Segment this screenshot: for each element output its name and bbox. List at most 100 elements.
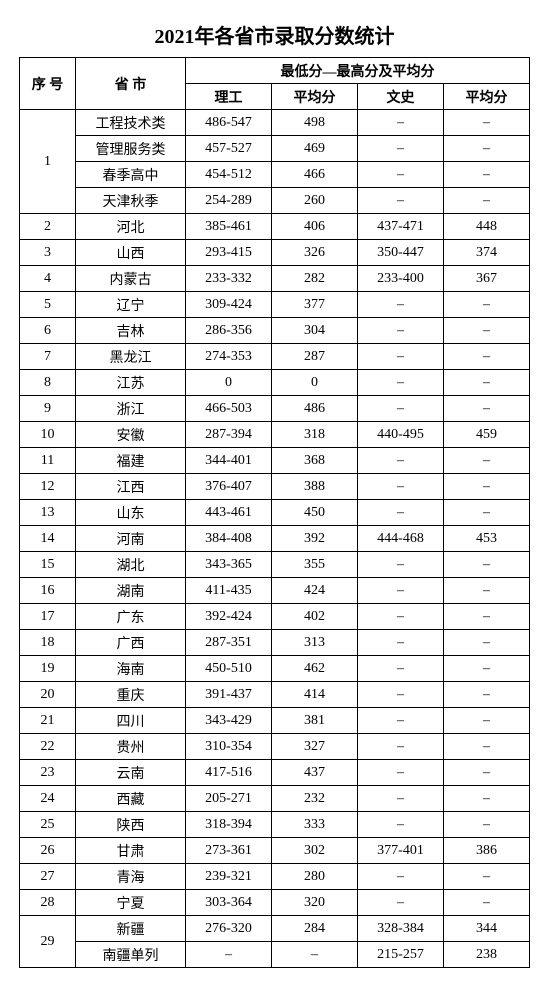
cell-province: 青海 [76,864,186,890]
cell-sci-avg: 280 [272,864,358,890]
cell-sci-avg: 304 [272,318,358,344]
cell-art-range: – [358,110,444,136]
cell-art-range: – [358,396,444,422]
cell-art-range: 440-495 [358,422,444,448]
cell-province: 山东 [76,500,186,526]
cell-province: 四川 [76,708,186,734]
cell-art-avg: – [444,890,530,916]
cell-art-range: – [358,890,444,916]
cell-sci-avg: 377 [272,292,358,318]
cell-province: 宁夏 [76,890,186,916]
cell-art-avg: – [444,604,530,630]
cell-sci-avg: 320 [272,890,358,916]
table-row: 29新疆276-320284328-384344 [20,916,530,942]
cell-art-avg: – [444,812,530,838]
cell-sci-range: 466-503 [186,396,272,422]
cell-art-range: – [358,864,444,890]
cell-province: 辽宁 [76,292,186,318]
cell-sci-range: 450-510 [186,656,272,682]
cell-sci-avg: 282 [272,266,358,292]
cell-art-avg: 453 [444,526,530,552]
cell-province: 甘肃 [76,838,186,864]
cell-sci-avg: 381 [272,708,358,734]
cell-sci-avg: 392 [272,526,358,552]
cell-province: 管理服务类 [76,136,186,162]
cell-seq: 23 [20,760,76,786]
header-province: 省 市 [76,58,186,110]
table-row: 27青海239-321280–– [20,864,530,890]
cell-seq: 15 [20,552,76,578]
cell-art-avg: – [444,474,530,500]
table-row: 13山东443-461450–– [20,500,530,526]
cell-art-range: – [358,474,444,500]
cell-art-range: 233-400 [358,266,444,292]
cell-province: 西藏 [76,786,186,812]
cell-seq: 9 [20,396,76,422]
cell-art-avg: – [444,370,530,396]
table-row: 15湖北343-365355–– [20,552,530,578]
cell-art-avg: – [444,188,530,214]
cell-sci-avg: 402 [272,604,358,630]
table-row: 26甘肃273-361302377-401386 [20,838,530,864]
cell-province: 天津秋季 [76,188,186,214]
cell-seq: 5 [20,292,76,318]
cell-seq: 11 [20,448,76,474]
table-header: 序 号 省 市 最低分—最高分及平均分 理工 平均分 文史 平均分 [20,58,530,110]
cell-seq: 4 [20,266,76,292]
table-row: 19海南450-510462–– [20,656,530,682]
cell-sci-avg: 437 [272,760,358,786]
table-row: 10安徽287-394318440-495459 [20,422,530,448]
cell-seq: 22 [20,734,76,760]
cell-province: 河北 [76,214,186,240]
cell-province: 吉林 [76,318,186,344]
cell-art-range: – [358,344,444,370]
cell-seq: 10 [20,422,76,448]
cell-art-range: – [358,760,444,786]
cell-sci-avg: 287 [272,344,358,370]
cell-seq: 18 [20,630,76,656]
cell-seq: 17 [20,604,76,630]
cell-art-range: – [358,786,444,812]
cell-province: 湖北 [76,552,186,578]
cell-province: 黑龙江 [76,344,186,370]
cell-sci-avg: 388 [272,474,358,500]
cell-art-avg: – [444,656,530,682]
table-row: 2河北385-461406437-471448 [20,214,530,240]
table-row: 3山西293-415326350-447374 [20,240,530,266]
cell-art-range: – [358,630,444,656]
table-row: 20重庆391-437414–– [20,682,530,708]
cell-sci-avg: 318 [272,422,358,448]
cell-sci-range: 276-320 [186,916,272,942]
cell-art-avg: 374 [444,240,530,266]
cell-sci-range: 343-429 [186,708,272,734]
cell-sci-avg: 260 [272,188,358,214]
cell-art-range: – [358,370,444,396]
table-row: 18广西287-351313–– [20,630,530,656]
cell-sci-range: 254-289 [186,188,272,214]
table-row: 24西藏205-271232–– [20,786,530,812]
cell-art-avg: – [444,682,530,708]
table-row: 9浙江466-503486–– [20,396,530,422]
cell-province: 工程技术类 [76,110,186,136]
header-art-avg: 平均分 [444,84,530,110]
cell-province: 云南 [76,760,186,786]
cell-sci-avg: 498 [272,110,358,136]
cell-sci-avg: 0 [272,370,358,396]
cell-seq: 20 [20,682,76,708]
cell-art-avg: – [444,734,530,760]
cell-sci-range: 309-424 [186,292,272,318]
table-row: 23云南417-516437–– [20,760,530,786]
cell-seq: 28 [20,890,76,916]
cell-sci-range: 310-354 [186,734,272,760]
cell-province: 江西 [76,474,186,500]
cell-art-avg: 386 [444,838,530,864]
cell-province: 春季高中 [76,162,186,188]
cell-sci-range: 486-547 [186,110,272,136]
cell-sci-avg: 326 [272,240,358,266]
cell-sci-range: 274-353 [186,344,272,370]
table-row: 28宁夏303-364320–– [20,890,530,916]
cell-sci-avg: 313 [272,630,358,656]
cell-sci-range: 205-271 [186,786,272,812]
cell-sci-range: 239-321 [186,864,272,890]
cell-sci-range: 376-407 [186,474,272,500]
